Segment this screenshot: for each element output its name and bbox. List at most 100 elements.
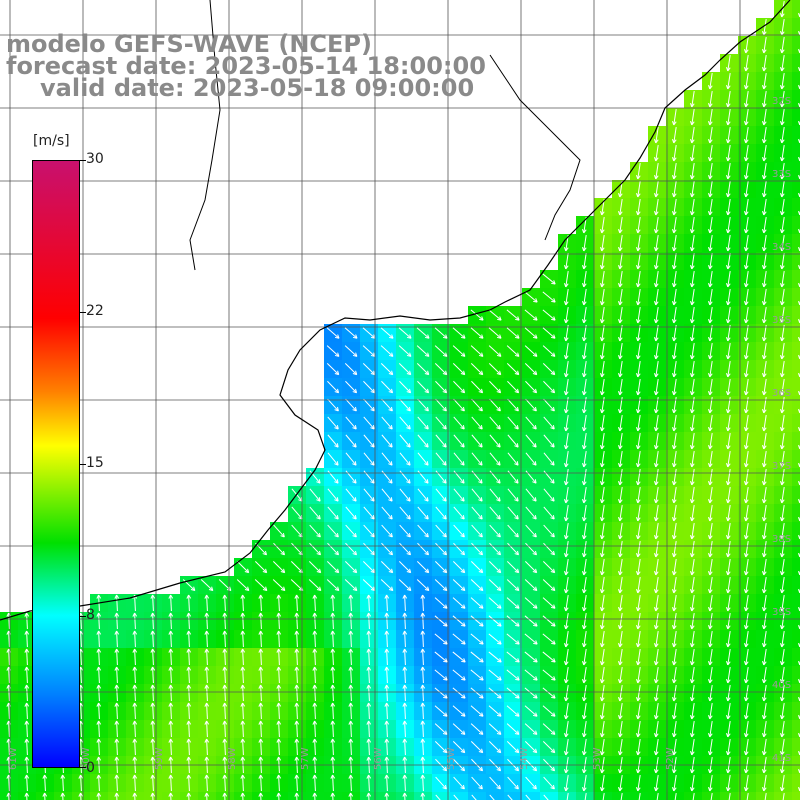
wind-arrow-head bbox=[673, 463, 677, 468]
wind-arrow-head bbox=[420, 702, 424, 707]
wind-arrow-head bbox=[276, 594, 280, 599]
wind-arrow-head bbox=[204, 684, 208, 689]
wind-arrow bbox=[381, 542, 393, 556]
wind-arrow-head bbox=[116, 612, 120, 617]
wind-arrow bbox=[637, 631, 641, 647]
wind-arrow-head bbox=[170, 720, 174, 725]
wind-arrow-head bbox=[442, 553, 447, 556]
wind-arrow-head bbox=[581, 606, 585, 612]
wind-arrow-head bbox=[186, 756, 190, 761]
wind-arrow-head bbox=[334, 427, 339, 430]
wind-arrow-head bbox=[371, 336, 376, 339]
wind-arrow-head bbox=[581, 372, 585, 378]
wind-arrow bbox=[727, 163, 731, 179]
wind-arrow bbox=[422, 702, 424, 720]
wind-arrow bbox=[763, 613, 767, 629]
wind-arrow-head bbox=[114, 702, 118, 707]
wind-arrow bbox=[278, 612, 280, 630]
wind-arrow-head bbox=[408, 443, 411, 448]
wind-arrow bbox=[727, 631, 731, 647]
wind-arrow-head bbox=[152, 702, 156, 707]
wind-arrow-head bbox=[565, 517, 569, 522]
wind-arrow bbox=[583, 289, 587, 305]
wind-arrow bbox=[673, 289, 677, 305]
wind-arrow bbox=[763, 595, 767, 611]
wind-arrow bbox=[543, 524, 555, 538]
wind-arrow-head bbox=[150, 684, 154, 689]
wind-arrow-head bbox=[653, 372, 657, 378]
wind-arrow-head bbox=[296, 612, 300, 617]
wind-arrow-head bbox=[727, 553, 731, 558]
wind-arrow-head bbox=[242, 702, 246, 707]
wind-arrow-head bbox=[496, 732, 502, 735]
wind-arrow-head bbox=[409, 568, 412, 573]
wind-arrow-head bbox=[581, 408, 585, 414]
wind-arrow-head bbox=[514, 517, 519, 520]
wind-arrow bbox=[314, 648, 316, 666]
wind-arrow bbox=[583, 469, 587, 485]
wind-arrow bbox=[745, 703, 749, 719]
wind-arrow-head bbox=[442, 588, 447, 591]
wind-arrow-head bbox=[422, 630, 426, 635]
wind-arrow bbox=[507, 488, 519, 502]
wind-arrow bbox=[507, 542, 519, 556]
wind-arrow-head bbox=[689, 552, 693, 558]
wind-arrow bbox=[272, 579, 286, 591]
wind-arrow bbox=[416, 327, 430, 339]
wind-arrow-head bbox=[637, 301, 641, 306]
wind-arrow-head bbox=[781, 301, 785, 306]
wind-arrow bbox=[745, 361, 749, 377]
wind-arrow-head bbox=[337, 352, 340, 357]
wind-arrow-head bbox=[673, 751, 677, 756]
wind-arrow-head bbox=[354, 532, 357, 538]
wind-arrow bbox=[543, 416, 555, 430]
wind-arrow-head bbox=[653, 678, 657, 684]
wind-arrow-head bbox=[460, 373, 465, 376]
wind-arrow-head bbox=[445, 730, 448, 735]
wind-cell bbox=[792, 288, 800, 307]
wind-arrow-head bbox=[348, 612, 352, 617]
wind-arrow-head bbox=[779, 372, 783, 378]
wind-arrow bbox=[655, 451, 659, 467]
wind-arrow-head bbox=[517, 694, 520, 699]
wind-arrow-head bbox=[761, 246, 765, 252]
wind-arrow bbox=[602, 793, 605, 800]
wind-arrow bbox=[278, 666, 280, 684]
wind-cell bbox=[792, 126, 800, 145]
wind-arrow bbox=[524, 579, 538, 591]
wind-arrow bbox=[434, 687, 448, 699]
wind-arrow-head bbox=[725, 426, 729, 432]
wind-arrow-head bbox=[354, 461, 357, 466]
wind-arrow-head bbox=[655, 481, 659, 486]
wind-arrow bbox=[26, 648, 28, 666]
lon-label: 61W bbox=[8, 747, 19, 770]
wind-arrow-head bbox=[763, 319, 767, 324]
wind-arrow bbox=[673, 631, 677, 647]
wind-arrow-head bbox=[779, 228, 783, 234]
wind-arrow-head bbox=[242, 648, 246, 653]
wind-arrow-head bbox=[204, 630, 208, 635]
wind-arrow bbox=[637, 433, 641, 449]
wind-arrow-head bbox=[242, 594, 246, 599]
wind-arrow-head bbox=[763, 265, 767, 270]
wind-arrow bbox=[506, 687, 520, 699]
wind-arrow bbox=[673, 595, 677, 611]
wind-arrow-head bbox=[384, 684, 388, 689]
wind-arrow-head bbox=[707, 156, 711, 162]
wind-arrow bbox=[763, 253, 767, 269]
wind-arrow-head bbox=[743, 642, 747, 648]
wind-arrow bbox=[506, 363, 520, 375]
wind-arrow-head bbox=[550, 481, 555, 484]
wind-arrow-head bbox=[691, 247, 695, 252]
wind-arrow bbox=[188, 630, 190, 648]
wind-cell bbox=[792, 72, 800, 91]
wind-arrow-head bbox=[761, 624, 765, 630]
wind-arrow-head bbox=[314, 666, 318, 671]
wind-arrow-head bbox=[689, 660, 693, 666]
wind-arrow-head bbox=[781, 409, 785, 414]
wind-arrow-head bbox=[478, 427, 483, 430]
wind-arrow bbox=[170, 792, 172, 800]
wind-arrow-head bbox=[583, 445, 587, 450]
wind-arrow bbox=[583, 415, 587, 431]
wind-arrow bbox=[116, 792, 118, 800]
